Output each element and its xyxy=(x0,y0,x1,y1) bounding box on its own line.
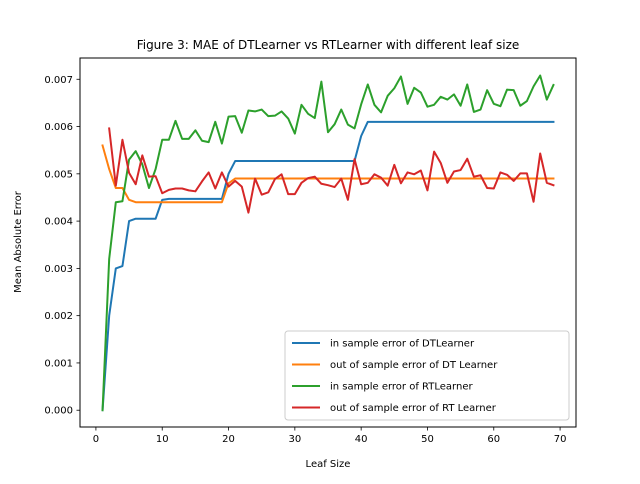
series-line-2 xyxy=(101,144,555,204)
y-tick-label: 0.006 xyxy=(44,122,73,133)
x-tick-label: 0 xyxy=(93,434,99,445)
legend: in sample error of DTLearner out of sampl… xyxy=(284,330,570,421)
series-line-3 xyxy=(101,74,555,412)
y-axis: 0.000 0.001 0.002 0.003 0.004 0.005 0.006 0.007 xyxy=(44,75,80,417)
y-tick-label: 0.004 xyxy=(44,217,73,228)
x-axis: 0 10 20 30 40 50 60 70 xyxy=(93,427,567,445)
legend-label-2: out of sample error of DT Learner xyxy=(330,360,498,371)
plot-frame xyxy=(79,57,577,428)
legend-box xyxy=(284,330,570,421)
legend-label-3: in sample error of RTLearner xyxy=(330,382,473,393)
y-tick-label: 0.001 xyxy=(44,358,73,369)
y-tick-label: 0.005 xyxy=(44,169,73,180)
series-line-1 xyxy=(101,120,555,412)
series-line-4 xyxy=(108,127,555,214)
legend-label-4: out of sample error of RT Learner xyxy=(330,403,497,414)
x-axis-label: Leaf Size xyxy=(306,459,351,470)
x-tick-label: 60 xyxy=(487,434,500,445)
x-tick-label: 70 xyxy=(554,434,567,445)
y-tick-label: 0.002 xyxy=(44,311,73,322)
x-tick-label: 20 xyxy=(222,434,235,445)
x-tick-label: 30 xyxy=(288,434,301,445)
legend-label-1: in sample error of DTLearner xyxy=(330,339,475,350)
series-layer xyxy=(101,74,555,412)
chart-title: Figure 3: MAE of DTLearner vs RTLearner … xyxy=(137,38,520,52)
y-tick-label: 0.003 xyxy=(44,264,73,275)
y-tick-label: 0.000 xyxy=(44,406,73,417)
x-tick-label: 50 xyxy=(421,434,434,445)
x-tick-label: 40 xyxy=(355,434,368,445)
y-tick-label: 0.007 xyxy=(44,75,73,86)
x-tick-label: 10 xyxy=(156,434,169,445)
y-axis-label: Mean Absolute Error xyxy=(13,190,24,293)
